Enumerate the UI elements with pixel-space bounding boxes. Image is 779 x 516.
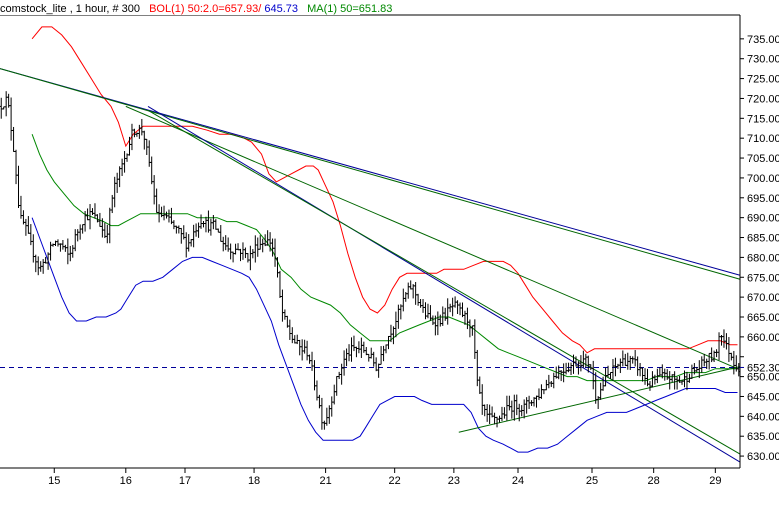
moving-average-label: MA(1) 50=651.83: [307, 3, 392, 15]
x-tick-label: 18: [248, 475, 260, 487]
y-tick-label: 725.00: [747, 74, 779, 86]
y-tick-label: 720.00: [747, 93, 779, 105]
y-tick-label: 665.00: [747, 312, 779, 324]
y-tick-label: 700.00: [747, 173, 779, 185]
indicator-lines: [0, 26, 741, 463]
x-axis: 15 16 17 18 21 22 23 24 25 28 29: [48, 468, 721, 487]
x-tick-label: 21: [319, 475, 331, 487]
y-tick-label: 730.00: [747, 54, 779, 66]
y-tick-label: 690.00: [747, 213, 779, 225]
chart-header: comstock_lite , 1 hour, # 300 BOL(1) 50:…: [0, 0, 392, 15]
x-tick-label: 28: [648, 475, 660, 487]
y-tick-label: 710.00: [747, 133, 779, 145]
trend-line-1: [0, 68, 741, 276]
last-price-label: 652.30: [747, 362, 779, 374]
trend-line-2: [0, 68, 741, 280]
x-tick-label: 24: [512, 475, 524, 487]
y-axis: 630.00 635.00 640.00 645.00 650.00 660.00 665.…: [740, 34, 779, 463]
y-tick-label: 650.00: [747, 372, 779, 384]
y-tick-label: 735.00: [747, 34, 779, 46]
bollinger-label: BOL(1) 50:2.0=657.93/: [149, 3, 262, 15]
y-tick-label: 660.00: [747, 332, 779, 344]
y-tick-label: 695.00: [747, 193, 779, 205]
y-tick-label: 675.00: [747, 272, 779, 284]
y-tick-label: 680.00: [747, 252, 779, 264]
y-tick-label: 685.00: [747, 233, 779, 245]
x-tick-label: 25: [586, 475, 598, 487]
bollinger-upper-line: [31, 26, 738, 354]
moving-average-line: [31, 134, 738, 382]
x-tick-label: 23: [448, 475, 460, 487]
x-tick-label: 22: [389, 475, 401, 487]
y-tick-label: 715.00: [747, 113, 779, 125]
y-tick-label: 645.00: [747, 391, 779, 403]
symbol-text: comstock_lite , 1 hour, # 300: [0, 3, 140, 15]
x-tick-label: 15: [48, 475, 60, 487]
y-tick-label: 630.00: [747, 451, 779, 463]
bollinger-lower-label: 645.73: [264, 3, 298, 15]
price-bars: [0, 91, 741, 430]
y-tick-label: 705.00: [747, 153, 779, 165]
trend-line-6: [458, 366, 741, 433]
y-tick-label: 640.00: [747, 411, 779, 423]
x-tick-label: 17: [179, 475, 191, 487]
symbol-label: comstock_lite , 1 hour, # 300 BOL(1) 50:…: [0, 3, 392, 15]
trend-line-4: [147, 105, 741, 463]
y-tick-label: 670.00: [747, 292, 779, 304]
bollinger-lower-line: [31, 217, 738, 453]
trend-line-3: [125, 105, 738, 370]
x-tick-label: 29: [709, 475, 721, 487]
trend-line-5: [147, 109, 741, 455]
x-tick-label: 16: [120, 475, 132, 487]
y-tick-label: 635.00: [747, 431, 779, 443]
